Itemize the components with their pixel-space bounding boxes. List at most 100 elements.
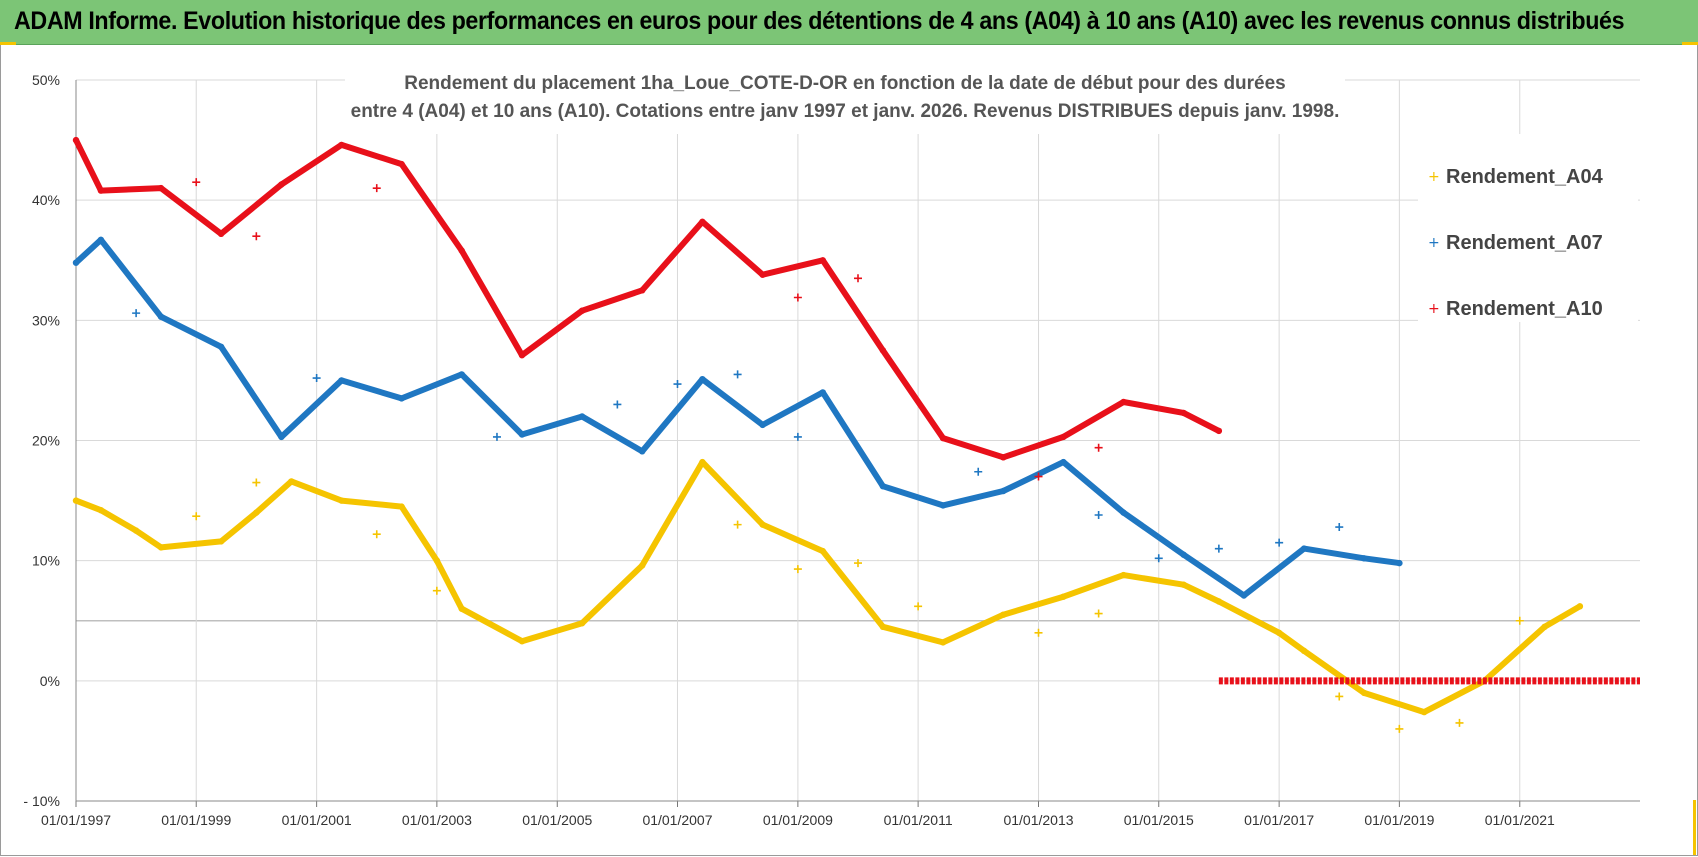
- data-point: [433, 557, 441, 564]
- x-tick-label: 01/01/2011: [884, 812, 953, 828]
- outlier-point: [1335, 523, 1344, 532]
- outlier-point: [312, 374, 321, 383]
- data-point: [338, 377, 345, 384]
- data-point: [1360, 555, 1368, 562]
- outlier-point: [733, 520, 742, 529]
- outlier-point: [793, 432, 802, 441]
- outlier-point: [1154, 554, 1163, 563]
- outlier-point: [132, 309, 141, 318]
- outlier-point: [1395, 724, 1404, 733]
- legend-label-a04: Rendement_A04: [1446, 166, 1604, 188]
- data-point: [819, 547, 826, 555]
- data-point: [578, 620, 586, 627]
- data-point: [699, 458, 706, 466]
- outlier-point: [1094, 609, 1103, 618]
- data-point: [639, 562, 646, 569]
- series-rendement-a10: [72, 136, 1640, 685]
- outlier-point: [854, 274, 862, 283]
- outlier-point: [432, 586, 441, 595]
- outlier-point: [1455, 718, 1464, 727]
- data-point: [1000, 487, 1007, 495]
- x-tick-label: 01/01/2019: [1364, 812, 1434, 828]
- x-tick-label: 01/01/2005: [522, 812, 592, 828]
- data-point: [1215, 598, 1223, 605]
- data-point: [578, 413, 586, 420]
- series-group: [72, 136, 1640, 733]
- outlier-point: [492, 432, 501, 441]
- data-point: [1300, 545, 1308, 552]
- data-point: [97, 507, 105, 514]
- data-point: [1000, 454, 1007, 461]
- title-banner: ADAM Informe. Evolution historique des p…: [0, 0, 1698, 45]
- x-tick-label: 01/01/2015: [1124, 812, 1194, 828]
- data-point: [1060, 433, 1067, 441]
- data-point: [819, 257, 826, 264]
- outlier-point: [974, 467, 983, 476]
- series-line-rendement-a07: [73, 236, 1403, 599]
- data-point: [1060, 458, 1067, 466]
- data-point: [518, 431, 526, 438]
- legend-marker-a10: +: [1428, 301, 1440, 317]
- accent-corner-bottom-right: [1693, 800, 1696, 855]
- data-point: [97, 187, 105, 194]
- x-tick-label: 01/01/1999: [161, 812, 231, 828]
- data-point: [398, 160, 405, 168]
- x-tick-label: 01/01/1997: [41, 812, 111, 828]
- accent-corner-left: [0, 42, 16, 45]
- data-point: [458, 247, 465, 254]
- data-point: [97, 236, 105, 243]
- y-tick-label: - 10%: [23, 793, 60, 809]
- legend-marker-a04: +: [1428, 169, 1440, 185]
- data-point: [759, 421, 766, 429]
- data-point: [253, 509, 260, 516]
- data-point: [939, 502, 947, 509]
- y-tick-label: 20%: [32, 433, 60, 449]
- x-tick-label: 01/01/2009: [763, 812, 833, 828]
- data-point: [1060, 593, 1067, 600]
- data-point: [1360, 689, 1368, 697]
- chart: Rendement du placement 1ha_Loue_COTE-D-O…: [23, 64, 1640, 828]
- data-point: [759, 521, 766, 528]
- axes: 50% 40% 30% 20% 10% 0% - 10% 01/01/1997 01/01/19…: [23, 72, 1640, 828]
- data-point: [518, 638, 526, 645]
- data-point: [1396, 559, 1403, 567]
- data-point: [288, 478, 295, 485]
- y-tick-label: 0%: [40, 673, 60, 689]
- data-point: [699, 218, 706, 225]
- outlier-point: [854, 559, 862, 568]
- data-point: [217, 538, 225, 545]
- outlier-point: [252, 232, 261, 241]
- outlier-point: [1515, 616, 1524, 625]
- data-point: [338, 141, 345, 149]
- data-point: [398, 395, 405, 402]
- data-point: [157, 184, 165, 192]
- data-point: [72, 136, 80, 144]
- series-line-rendement-a10: [73, 137, 1222, 461]
- y-tick-label: 40%: [32, 192, 60, 208]
- data-point: [132, 527, 140, 534]
- data-point: [518, 352, 526, 359]
- data-point: [1240, 592, 1248, 599]
- data-point: [217, 343, 225, 350]
- data-point: [879, 347, 887, 354]
- data-point: [1576, 603, 1584, 610]
- x-tick-label: 01/01/2003: [402, 812, 472, 828]
- outlier-point: [1094, 443, 1103, 452]
- data-point: [1541, 623, 1548, 630]
- legend-background: [1418, 134, 1638, 322]
- x-tick-label: 01/01/2013: [1003, 812, 1073, 828]
- outlier-point: [1214, 544, 1223, 553]
- data-point: [819, 389, 826, 396]
- data-point: [278, 433, 285, 441]
- outlier-point: [252, 478, 261, 487]
- legend-marker-a07: +: [1428, 235, 1440, 251]
- outlier-point: [192, 178, 201, 187]
- x-tick-label: 01/01/2017: [1244, 812, 1314, 828]
- data-point: [157, 544, 165, 551]
- series-rendement-a07: [72, 236, 1403, 599]
- accent-corner-right: [1682, 42, 1698, 45]
- data-point: [217, 230, 225, 237]
- outlier-point: [673, 380, 682, 389]
- gridlines: [75, 79, 1640, 802]
- x-tick-label: 01/01/2001: [282, 812, 352, 828]
